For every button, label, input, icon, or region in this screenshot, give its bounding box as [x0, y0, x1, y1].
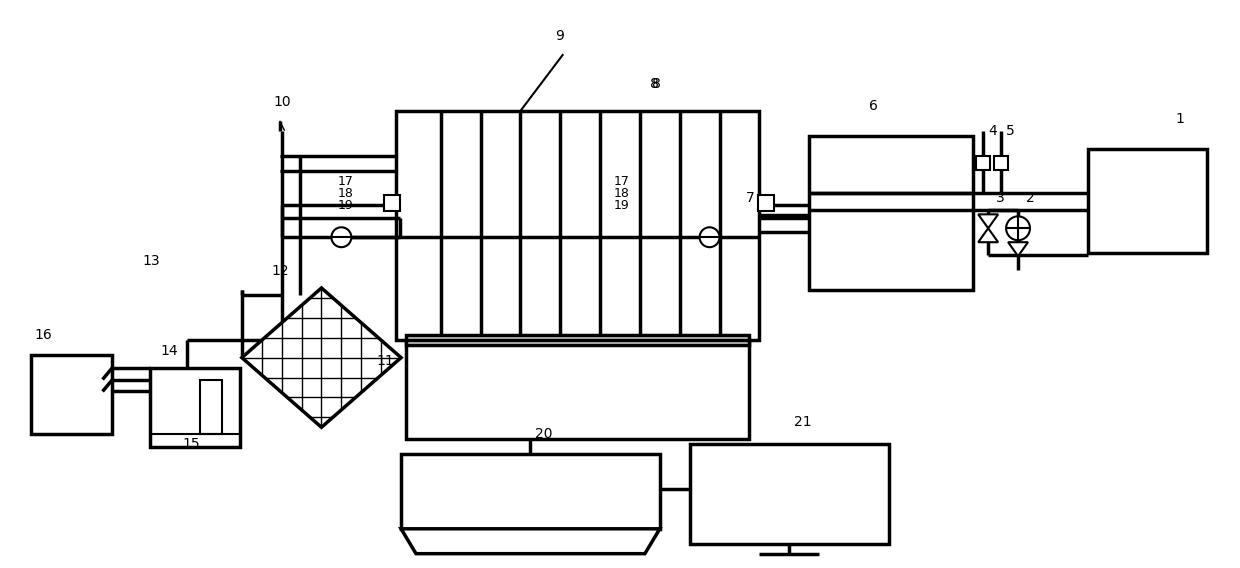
- Bar: [405, 335, 749, 345]
- Text: 8: 8: [650, 77, 658, 91]
- Bar: [808, 136, 973, 290]
- Polygon shape: [978, 228, 998, 242]
- Text: 20: 20: [536, 427, 553, 441]
- Bar: [31, 354, 113, 435]
- Text: 19: 19: [337, 199, 353, 212]
- Text: 18: 18: [614, 187, 630, 201]
- Bar: [405, 340, 749, 439]
- Polygon shape: [1008, 242, 1028, 256]
- Text: 17: 17: [337, 176, 353, 189]
- Circle shape: [1006, 216, 1030, 240]
- Text: 8: 8: [652, 77, 661, 91]
- Text: 3: 3: [996, 191, 1004, 206]
- Polygon shape: [401, 529, 660, 554]
- Text: 17: 17: [614, 176, 630, 189]
- Text: 1: 1: [1176, 112, 1184, 126]
- Circle shape: [699, 227, 719, 247]
- Polygon shape: [242, 288, 401, 427]
- Text: 15: 15: [182, 437, 200, 451]
- Text: 6: 6: [869, 99, 878, 113]
- Polygon shape: [978, 214, 998, 228]
- Text: 13: 13: [143, 254, 160, 268]
- Bar: [994, 156, 1008, 170]
- Bar: [150, 367, 239, 447]
- Text: 9: 9: [556, 29, 564, 43]
- Bar: [200, 379, 222, 435]
- Bar: [384, 195, 401, 211]
- Text: 11: 11: [376, 354, 394, 367]
- Text: 21: 21: [794, 415, 812, 429]
- Text: 19: 19: [614, 199, 630, 212]
- Bar: [396, 111, 759, 340]
- Text: 18: 18: [337, 187, 353, 201]
- Text: 12: 12: [272, 264, 289, 278]
- Text: 5: 5: [1006, 124, 1014, 137]
- Bar: [689, 444, 889, 544]
- Text: 14: 14: [160, 344, 177, 358]
- Bar: [1087, 149, 1207, 253]
- Text: 7: 7: [745, 191, 754, 206]
- Bar: [759, 195, 774, 211]
- Text: 2: 2: [1025, 191, 1034, 206]
- Text: 4: 4: [988, 124, 997, 137]
- Text: 10: 10: [274, 95, 291, 109]
- Text: 16: 16: [35, 328, 52, 342]
- Bar: [401, 454, 660, 529]
- Bar: [976, 156, 991, 170]
- Circle shape: [331, 227, 351, 247]
